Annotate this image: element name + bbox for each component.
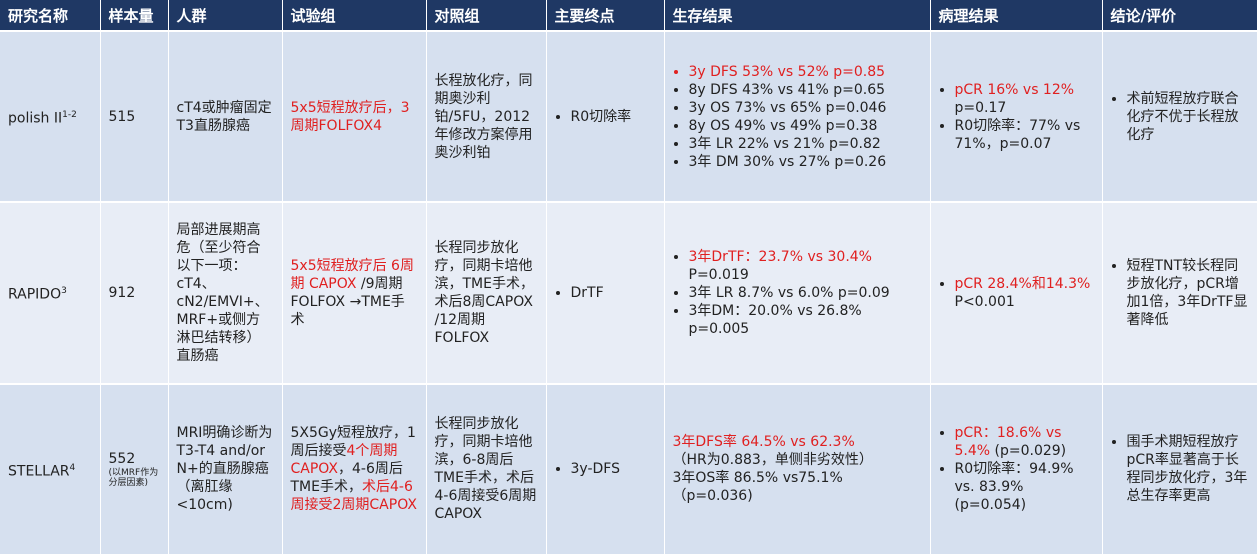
survival-results: 3年DrTF：23.7% vs 30.4%P=0.019 3年 LR 8.7% …: [664, 201, 931, 384]
primary-endpoint: 3y-DFS: [546, 382, 665, 554]
sample-note: (以MRF作为分层因素): [108, 468, 159, 489]
conclusion: 短程TNT较长程同步放化疗，pCR增加1倍，3年DrTF显著降低: [1102, 201, 1257, 384]
population: MRI明确诊断为T3-T4 and/or N+的直肠腺癌（离肛缘<10cm): [168, 382, 283, 554]
population: cT4或肿瘤固定T3直肠腺癌: [168, 29, 283, 203]
survival-results: 3年DFS率 64.5% vs 62.3% （HR为0.883，单侧非劣效性） …: [664, 382, 931, 554]
header-study: 研究名称: [0, 0, 101, 31]
population: 局部进展期高危（至少符合以下一项：cT4、cN2/EMVI+、MRF+或侧方淋巴…: [168, 201, 283, 384]
header-control: 对照组: [426, 0, 547, 31]
primary-endpoint: R0切除率: [546, 29, 665, 203]
table-row: STELLAR4 552 (以MRF作为分层因素) MRI明确诊断为T3-T4 a…: [0, 382, 1257, 554]
conclusion: 围手术期短程放疗pCR率显著高于长程同步放化疗，3年总生存率更高: [1102, 382, 1257, 554]
control-arm: 长程同步放化疗，同期卡培他滨，6-8周后TME手术，术后4-6周接受6周期CAP…: [426, 382, 547, 554]
control-arm: 长程同步放化疗，同期卡培他滨，TME手术，术后8周CAPOX /12周期FOLF…: [426, 201, 547, 384]
header-conclusion: 结论/评价: [1102, 0, 1257, 31]
sample-size: 912: [100, 201, 169, 384]
pathology-results: pCR 28.4%和14.3% P<0.001: [930, 201, 1103, 384]
control-arm: 长程放化疗，同期奥沙利铂/5FU，2012年修改方案停用奥沙利铂: [426, 29, 547, 203]
study-name: RAPIDO3: [0, 201, 101, 384]
conclusion: 术前短程放疗联合化疗不优于长程放化疗: [1102, 29, 1257, 203]
header-survival: 生存结果: [664, 0, 931, 31]
treatment-arm: 5X5Gy短程放疗，1周后接受4个周期CAPOX，4-6周后TME手术，术后4-…: [282, 382, 427, 554]
primary-endpoint: DrTF: [546, 201, 665, 384]
pathology-results: pCR：18.6% vs 5.4% (p=0.029) R0切除率：94.9% …: [930, 382, 1103, 554]
header-treatment: 试验组: [282, 0, 427, 31]
survival-results: 3y DFS 53% vs 52% p=0.85 8y DFS 43% vs 4…: [664, 29, 931, 203]
study-name: polish II1-2: [0, 29, 101, 203]
header-sample: 样本量: [100, 0, 169, 31]
header-pathology: 病理结果: [930, 0, 1103, 31]
table-row: polish II1-2 515 cT4或肿瘤固定T3直肠腺癌 5x5短程放疗后…: [0, 29, 1257, 203]
study-name: STELLAR4: [0, 382, 101, 554]
header-endpoint: 主要终点: [546, 0, 665, 31]
header-population: 人群: [168, 0, 283, 31]
sample-size: 552 (以MRF作为分层因素): [100, 382, 169, 554]
treatment-arm: 5x5短程放疗后，3周期FOLFOX4: [282, 29, 427, 203]
treatment-arm: 5x5短程放疗后 6周期 CAPOX /9周期FOLFOX →TME手术: [282, 201, 427, 384]
table-row: RAPIDO3 912 局部进展期高危（至少符合以下一项：cT4、cN2/EMV…: [0, 201, 1257, 384]
pathology-results: pCR 16% vs 12% p=0.17 R0切除率：77% vs 71%，p…: [930, 29, 1103, 203]
sample-size: 515: [100, 29, 169, 203]
header-row: 研究名称 样本量 人群 试验组 对照组 主要终点 生存结果 病理结果 结论/评价: [0, 0, 1257, 31]
